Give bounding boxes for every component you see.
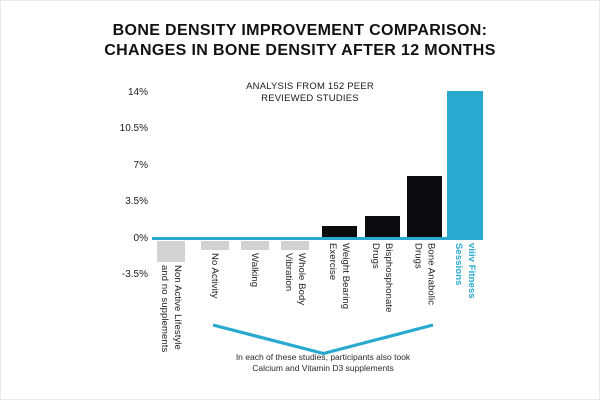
chart-title-line2: CHANGES IN BONE DENSITY AFTER 12 MONTHS: [104, 41, 496, 59]
bar-3: [281, 240, 309, 251]
studies-annotation: ANALYSIS FROM 152 PEER REVIEWED STUDIES: [210, 81, 410, 104]
bracket-caption-line1: In each of these studies, participants a…: [235, 352, 411, 362]
zero-axis-line: [152, 236, 483, 240]
studies-annotation-line1: ANALYSIS FROM 152 PEER: [246, 81, 374, 92]
bar-label-1: No Activity: [209, 253, 220, 299]
bar-0: [157, 240, 185, 262]
chart-title: BONE DENSITY IMPROVEMENT COMPARISON: CHA…: [0, 21, 600, 60]
bar-label-2: Walking: [249, 253, 260, 288]
y-tick-label: 7%: [133, 159, 148, 171]
bar-label-4: Weight Bearing Exercise: [327, 243, 351, 310]
bar-label-5: Bisphosphonate Drugs: [370, 243, 394, 313]
bar-7: [447, 91, 483, 240]
studies-annotation-line2: REVIEWED STUDIES: [261, 92, 359, 104]
bar-label-6: Bone Anabolic Drugs: [412, 243, 437, 306]
y-tick-label: 14%: [127, 86, 148, 98]
bar-label-0: Non Active Lifestyle and no supplements: [159, 264, 183, 353]
y-tick-label: 10.5%: [119, 123, 148, 135]
bar-4: [321, 225, 357, 240]
bar-label-7: viiiv Fitness Sessions: [453, 243, 477, 299]
y-tick-label: 3.5%: [125, 196, 148, 208]
y-tick-label: -3.5%: [121, 268, 148, 280]
bar-2: [240, 240, 269, 251]
bar-5: [364, 216, 400, 240]
bracket-path: [212, 323, 434, 356]
bracket-caption: In each of these studies, participants a…: [173, 352, 473, 373]
y-tick-label: 0%: [133, 232, 148, 244]
bar-label-3: Whole Body Vibration: [283, 253, 307, 306]
bar-1: [200, 240, 229, 251]
chart-title-line1: BONE DENSITY IMPROVEMENT COMPARISON:: [112, 22, 488, 39]
bracket-caption-line2: Calcium and Vitamin D3 supplements: [252, 362, 394, 373]
bracket-svg: [212, 323, 434, 356]
bar-6: [407, 175, 442, 240]
